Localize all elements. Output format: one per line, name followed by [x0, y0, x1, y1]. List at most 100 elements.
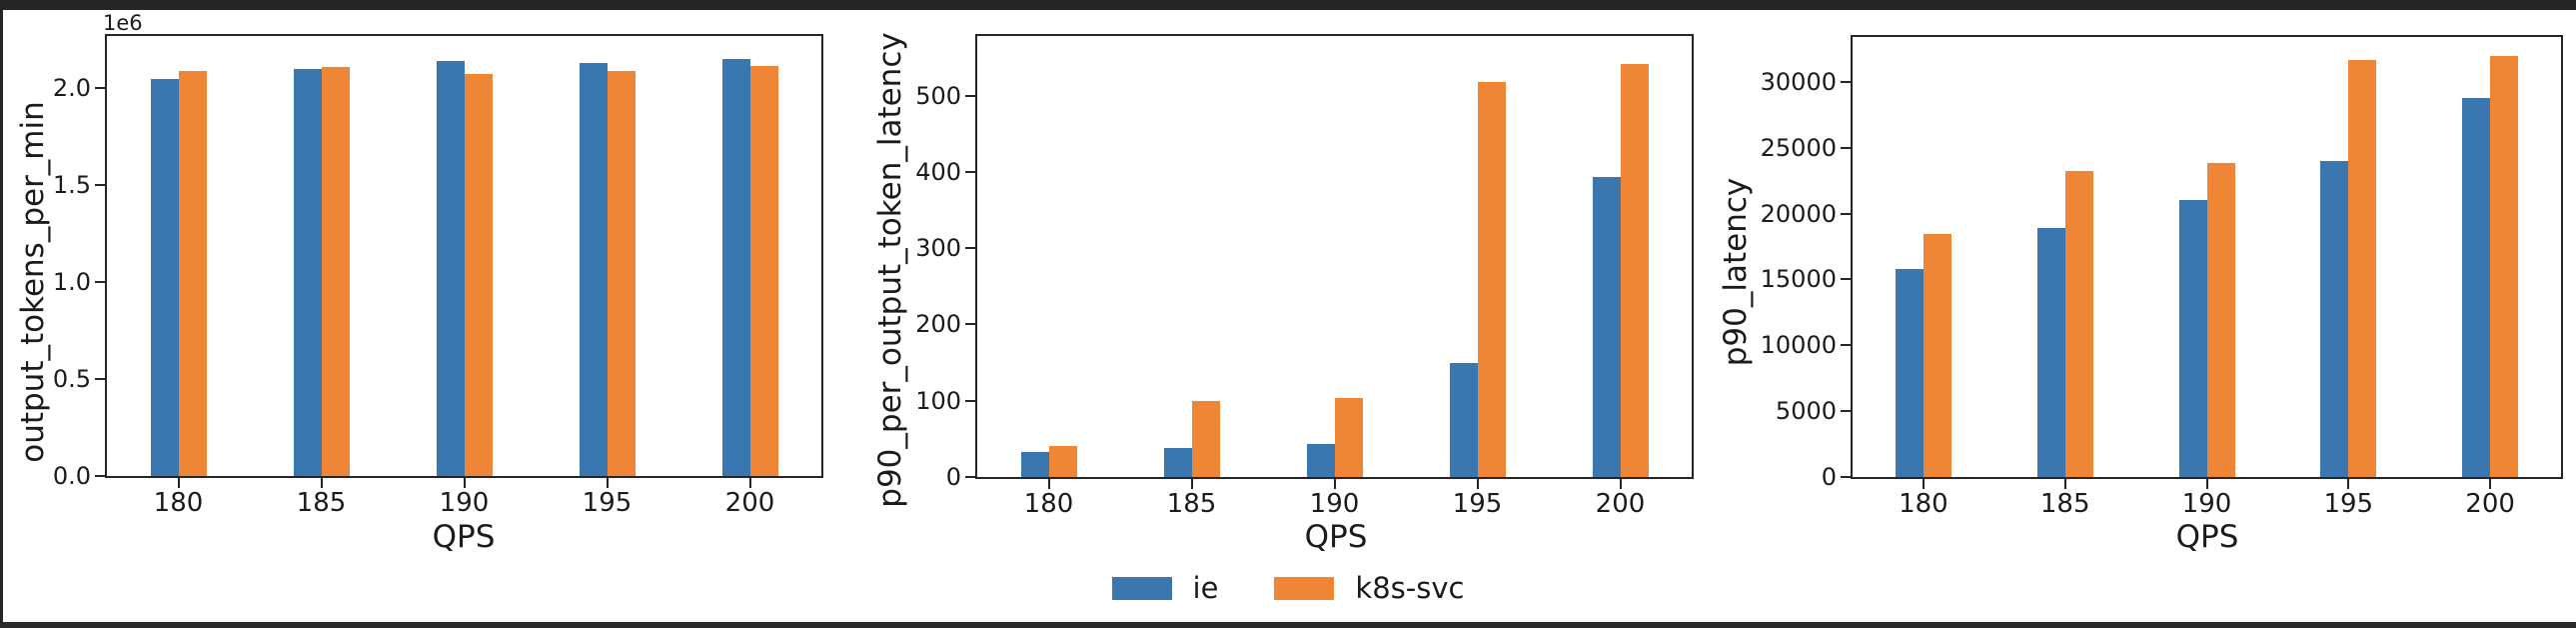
y-tick-mark — [95, 184, 105, 187]
y-tick-label: 0 — [945, 463, 961, 491]
x-tick-label-190: 190 — [1309, 489, 1360, 519]
x-tick-label-185: 185 — [1166, 489, 1217, 519]
bar-k8s-svc-190 — [2206, 163, 2235, 477]
x-tick-label-180: 180 — [1899, 489, 1948, 519]
y-tick-mark — [965, 170, 975, 173]
y-tick-label: 100 — [915, 386, 961, 415]
y-tick-label: 5000 — [1775, 397, 1837, 426]
y-tick-label: 0.5 — [52, 365, 91, 394]
bar-ie-195 — [2320, 160, 2349, 477]
x-tick-mark — [2205, 479, 2208, 489]
bar-ie-190 — [436, 61, 465, 476]
y-tick-mark — [1841, 80, 1851, 83]
y-tick-label: 0.0 — [52, 462, 91, 490]
bar-k8s-svc-200 — [749, 66, 778, 476]
plot-area-output-tokens-per-min: 0.0 0.5 1.0 1.5 2.0 180 185 190 195 200 — [53, 34, 823, 516]
bar-ie-190 — [2178, 200, 2207, 477]
y-tick-mark — [1841, 212, 1851, 215]
bar-ie-190 — [1306, 444, 1335, 477]
legend-swatch-ie — [1111, 576, 1172, 600]
bar-k8s-svc-195 — [2348, 60, 2377, 477]
legend-item-ie: ie — [1111, 570, 1219, 605]
plot-area-p90-per-output-token-latency: 0 100 200 300 400 500 180 185 190 195 200 — [915, 34, 1694, 517]
y-tick-mark — [1841, 344, 1851, 347]
legend-swatch-k8s-svc — [1274, 576, 1335, 600]
x-tick-mark — [748, 478, 751, 488]
bar-ie-200 — [2462, 98, 2491, 477]
y-tick-mark — [965, 247, 975, 250]
x-tick-mark — [2489, 479, 2492, 489]
legend: ie k8s-svc — [0, 566, 2576, 610]
bar-k8s-svc-180 — [1048, 446, 1077, 477]
legend-label-k8s-svc: k8s-svc — [1355, 570, 1465, 605]
x-tick-label-200: 200 — [1595, 489, 1646, 519]
bar-ie-185 — [1163, 448, 1192, 477]
y-tick-label: 400 — [915, 157, 961, 186]
plot-area-p90-latency: 0 5000 10000 15000 20000 25000 30000 180 185 190 1… — [1761, 35, 2563, 517]
bar-ie-180 — [1020, 451, 1049, 477]
bar-ie-195 — [1449, 362, 1478, 477]
bar-k8s-svc-195 — [1477, 81, 1506, 477]
x-tick-label-180: 180 — [1023, 489, 1074, 519]
y-tick-label: 300 — [915, 234, 961, 263]
x-tick-mark — [606, 478, 609, 488]
bar-k8s-svc-195 — [607, 70, 636, 476]
x-tick-mark — [1190, 479, 1193, 489]
x-tick-label-190: 190 — [439, 488, 490, 518]
y-tick-label: 25000 — [1760, 133, 1837, 162]
x-tick-label-185: 185 — [2039, 489, 2090, 519]
x-tick-label-190: 190 — [2181, 489, 2232, 519]
bar-k8s-svc-190 — [1334, 397, 1363, 477]
x-axis-label-qps-1: QPS — [432, 519, 496, 555]
window-bottom-edge — [0, 622, 2576, 628]
y-tick-mark — [1841, 410, 1851, 413]
x-tick-mark — [2063, 479, 2066, 489]
bar-ie-200 — [1592, 177, 1621, 477]
x-tick-mark — [320, 478, 323, 488]
x-tick-label-195: 195 — [582, 488, 633, 518]
y-tick-label: 1.5 — [52, 171, 91, 200]
y-tick-mark — [95, 475, 105, 477]
y-tick-mark — [965, 94, 975, 97]
y-tick-mark — [965, 323, 975, 326]
x-axis-label-qps-3: QPS — [2175, 519, 2239, 555]
y-tick-label: 10000 — [1760, 331, 1837, 360]
y-tick-mark — [965, 399, 975, 402]
y-tick-mark — [1841, 146, 1851, 149]
y-tick-label: 30000 — [1760, 67, 1837, 96]
window-top-edge — [0, 0, 2576, 10]
bar-k8s-svc-190 — [464, 73, 493, 476]
bar-k8s-svc-180 — [1923, 233, 1951, 477]
y-tick-label: 500 — [915, 81, 961, 110]
x-tick-mark — [463, 478, 466, 488]
x-tick-label-185: 185 — [296, 488, 347, 518]
bar-ie-195 — [579, 63, 608, 476]
x-tick-mark — [177, 478, 180, 488]
y-tick-mark — [95, 378, 105, 381]
x-tick-label-195: 195 — [1452, 489, 1503, 519]
bar-k8s-svc-200 — [2490, 56, 2519, 477]
x-tick-label-200: 200 — [2465, 489, 2515, 519]
x-axis-label-qps-2: QPS — [1304, 519, 1368, 555]
x-tick-mark — [1922, 479, 1925, 489]
bar-ie-185 — [2036, 228, 2065, 477]
x-tick-label-180: 180 — [153, 488, 204, 518]
y-tick-label: 200 — [915, 310, 961, 339]
y-tick-label: 15000 — [1760, 265, 1837, 294]
legend-label-ie: ie — [1192, 570, 1219, 605]
bar-ie-180 — [1895, 268, 1924, 477]
x-tick-label-200: 200 — [724, 488, 775, 518]
x-tick-label-195: 195 — [2323, 489, 2374, 519]
y-axis-label-output-tokens-per-min: output_tokens_per_min — [15, 101, 51, 463]
bar-k8s-svc-200 — [1620, 64, 1649, 477]
x-tick-mark — [1476, 479, 1479, 489]
x-tick-mark — [1333, 479, 1336, 489]
y-tick-label: 2.0 — [52, 74, 91, 103]
y-axis-label-p90-per-output-token-latency: p90_per_output_token_latency — [872, 32, 908, 508]
y-axis-label-p90-latency: p90_latency — [1718, 177, 1754, 367]
x-tick-mark — [1619, 479, 1622, 489]
y-tick-mark — [965, 476, 975, 478]
bar-ie-185 — [293, 68, 322, 476]
y-tick-mark — [1841, 476, 1851, 478]
